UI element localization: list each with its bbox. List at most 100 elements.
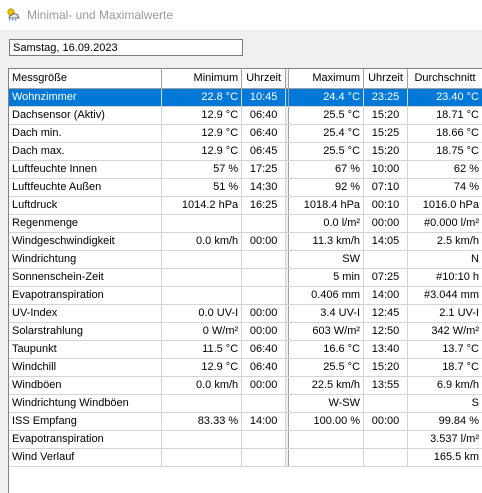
cell-average: 2.5 km/h <box>407 232 482 251</box>
cell-name: Evapotranspiration <box>9 286 163 305</box>
table-row[interactable]: Regenmenge 0.0 l/m² 00:00 #0.000 l/m² <box>9 214 482 233</box>
column-separator <box>285 124 290 143</box>
cell-minimum: 0 W/m² <box>161 322 243 341</box>
header-min-uhrzeit[interactable]: Uhrzeit <box>241 69 287 89</box>
cell-name: Wind Verlauf <box>9 448 163 467</box>
cell-name: Windrichtung <box>9 250 163 269</box>
table-row[interactable]: Dach max. 12.9 °C 06:45 25.5 °C 15:20 18.75 °… <box>9 142 482 161</box>
cell-average: 99.84 % <box>407 412 482 431</box>
table-row[interactable]: Evapotranspiration 0.406 mm 14:00 #3.044 mm <box>9 286 482 305</box>
table-row[interactable]: Windböen 0.0 km/h 00:00 22.5 km/h 13:55 6.9 k… <box>9 376 482 395</box>
cell-average: 23.40 °C <box>407 88 482 107</box>
cell-maximum: 16.6 °C <box>288 340 365 359</box>
cell-name: Taupunkt <box>9 340 163 359</box>
cell-minimum: 11.5 °C <box>161 340 243 359</box>
cell-min-time: 00:00 <box>241 304 287 323</box>
cell-minimum: 12.9 °C <box>161 106 243 125</box>
header-durchschnitt[interactable]: Durchschnitt <box>407 69 482 89</box>
cell-minimum <box>161 214 243 233</box>
cell-average: #3.044 mm <box>407 286 482 305</box>
cell-maximum: W-SW <box>288 394 365 413</box>
cell-name: Dach max. <box>9 142 163 161</box>
column-separator <box>285 430 290 449</box>
cell-max-time <box>363 394 409 413</box>
cell-maximum: 25.5 °C <box>288 358 365 377</box>
cell-max-time <box>363 448 409 467</box>
table-row[interactable]: Wind Verlauf 165.5 km <box>9 448 482 467</box>
cell-name: Dach min. <box>9 124 163 143</box>
cell-minimum: 0.0 UV-I <box>161 304 243 323</box>
table-row[interactable]: Taupunkt 11.5 °C 06:40 16.6 °C 13:40 13.7 °C <box>9 340 482 359</box>
cell-name: Solarstrahlung <box>9 322 163 341</box>
table-row[interactable]: UV-Index 0.0 UV-I 00:00 3.4 UV-I 12:45 2.1 UV… <box>9 304 482 323</box>
table-row[interactable]: Windrichtung Windböen W-SW S <box>9 394 482 413</box>
cell-average: #10:10 h <box>407 268 482 287</box>
table-row[interactable]: Dachsensor (Aktiv) 12.9 °C 06:40 25.5 °C 15:… <box>9 106 482 125</box>
cell-min-time <box>241 214 287 233</box>
cell-max-time: 13:55 <box>363 376 409 395</box>
table-row[interactable]: Windchill 12.9 °C 06:40 25.5 °C 15:20 18.7 °C <box>9 358 482 377</box>
cell-name: Luftfeuchte Außen <box>9 178 163 197</box>
cell-min-time: 14:00 <box>241 412 287 431</box>
cell-max-time: 12:45 <box>363 304 409 323</box>
table-row[interactable]: Luftfeuchte Außen 51 % 14:30 92 % 07:10 74 % <box>9 178 482 197</box>
column-separator <box>285 268 290 287</box>
cell-max-time: 13:40 <box>363 340 409 359</box>
cell-max-time: 00:00 <box>363 412 409 431</box>
cell-maximum: 25.5 °C <box>288 106 365 125</box>
cell-min-time: 10:45 <box>241 88 287 107</box>
cell-average: N <box>407 250 482 269</box>
cell-min-time: 16:25 <box>241 196 287 215</box>
cell-average: #0.000 l/m² <box>407 214 482 233</box>
column-separator <box>285 286 290 305</box>
table-row[interactable]: Windgeschwindigkeit 0.0 km/h 00:00 11.3 km/… <box>9 232 482 251</box>
date-field[interactable]: Samstag, 16.09.2023 <box>9 39 243 56</box>
cell-name: Dachsensor (Aktiv) <box>9 106 163 125</box>
header-maximum[interactable]: Maximum <box>288 69 365 89</box>
cell-name: Windgeschwindigkeit <box>9 232 163 251</box>
cell-min-time <box>241 250 287 269</box>
cell-name: Luftfeuchte Innen <box>9 160 163 179</box>
cell-minimum: 57 % <box>161 160 243 179</box>
cell-maximum: 603 W/m² <box>288 322 365 341</box>
cell-name: Regenmenge <box>9 214 163 233</box>
column-separator <box>285 214 290 233</box>
table-row[interactable]: Solarstrahlung 0 W/m² 00:00 603 W/m² 12:50 34… <box>9 322 482 341</box>
column-separator <box>285 340 290 359</box>
cell-minimum: 22.8 °C <box>161 88 243 107</box>
cell-minimum <box>161 250 243 269</box>
header-messgroesse[interactable]: Messgröße <box>9 69 163 89</box>
table-row[interactable]: Luftfeuchte Innen 57 % 17:25 67 % 10:00 62 % <box>9 160 482 179</box>
cell-min-time: 06:40 <box>241 340 287 359</box>
table-row[interactable]: Sonnenschein-Zeit 5 min 07:25 #10:10 h <box>9 268 482 287</box>
column-separator <box>285 394 290 413</box>
cell-minimum <box>161 286 243 305</box>
cell-name: ISS Empfang <box>9 412 163 431</box>
cell-minimum: 12.9 °C <box>161 142 243 161</box>
cell-min-time: 06:40 <box>241 124 287 143</box>
cell-maximum <box>288 430 365 449</box>
column-separator <box>285 250 290 269</box>
cell-min-time <box>241 268 287 287</box>
cell-name: Wohnzimmer <box>9 88 163 107</box>
table-row[interactable]: Luftdruck 1014.2 hPa 16:25 1018.4 hPa 00:10 1… <box>9 196 482 215</box>
cell-min-time: 00:00 <box>241 322 287 341</box>
cell-maximum: 0.406 mm <box>288 286 365 305</box>
cell-minimum <box>161 448 243 467</box>
table-header-row: Messgröße Minimum Uhrzeit Maximum Uhrzei… <box>9 69 482 89</box>
column-separator <box>285 376 290 395</box>
header-minimum[interactable]: Minimum <box>161 69 243 89</box>
table-row[interactable]: Dach min. 12.9 °C 06:40 25.4 °C 15:25 18.66 °… <box>9 124 482 143</box>
cell-name: Windrichtung Windböen <box>9 394 163 413</box>
table-row[interactable]: ISS Empfang 83.33 % 14:00 100.00 % 00:00 99.8… <box>9 412 482 431</box>
header-max-uhrzeit[interactable]: Uhrzeit <box>363 69 409 89</box>
cell-name: Windchill <box>9 358 163 377</box>
table-row[interactable]: Evapotranspiration 3.537 l/m² <box>9 430 482 449</box>
cell-name: Evapotranspiration <box>9 430 163 449</box>
table-row[interactable]: Windrichtung SW N <box>9 250 482 269</box>
cell-max-time: 14:05 <box>363 232 409 251</box>
cell-min-time: 06:40 <box>241 106 287 125</box>
cell-average: 74 % <box>407 178 482 197</box>
cell-min-time <box>241 430 287 449</box>
table-row[interactable]: Wohnzimmer 22.8 °C 10:45 24.4 °C 23:25 23.40 … <box>9 88 482 107</box>
